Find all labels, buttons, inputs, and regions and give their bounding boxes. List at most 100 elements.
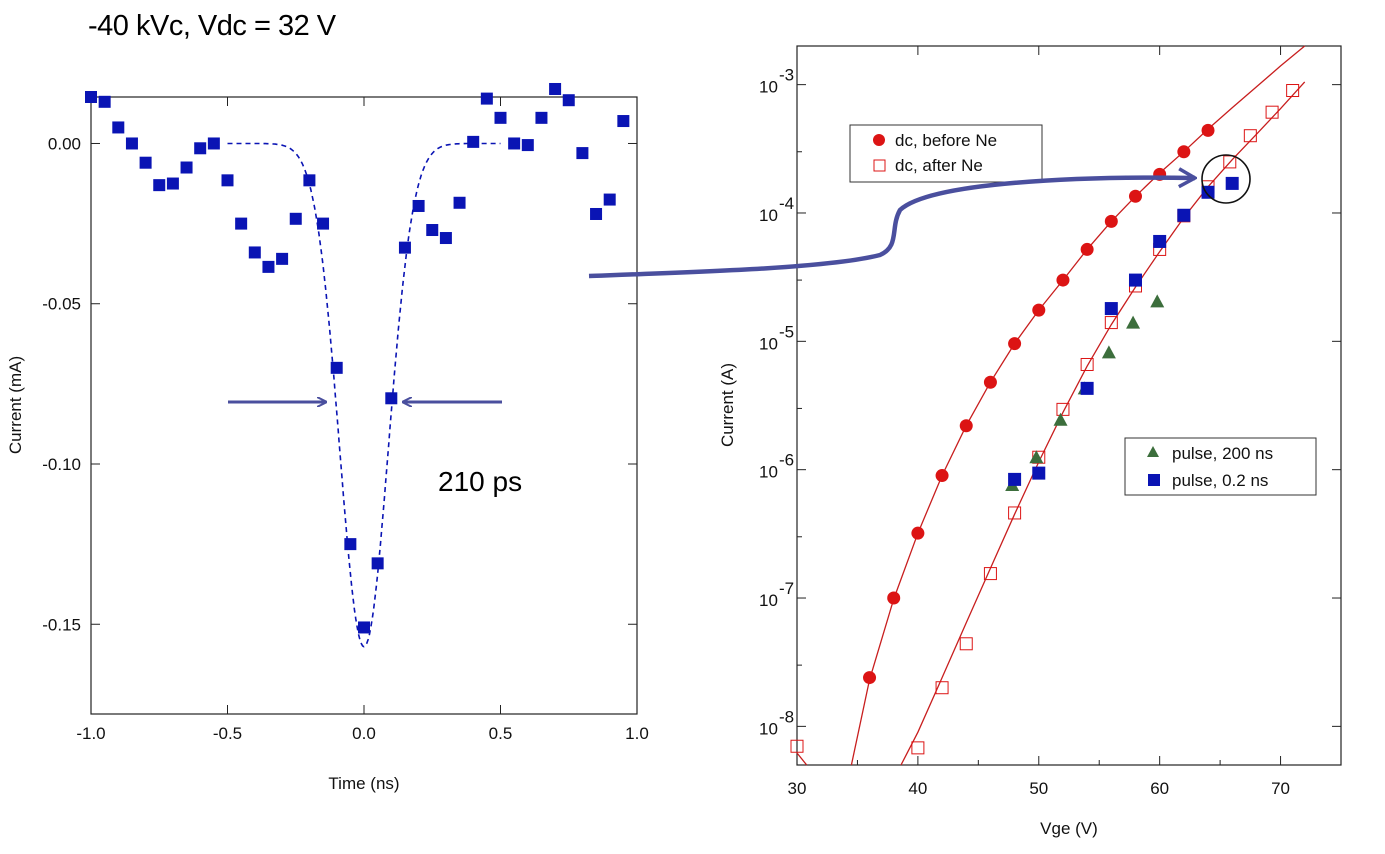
dc-before-point [1201,123,1215,137]
legend-pulse-200ns-marker [1147,446,1159,457]
legend-dc: dc, before Ne dc, after Ne [849,124,1043,183]
fit-curve [796,752,808,766]
highlight-circle [1201,154,1251,204]
dc-after-point [911,741,925,755]
left-x-axis-label: Time (ns) [328,774,399,793]
left-y-tick-label: -0.10 [42,455,81,474]
left-data-point [562,94,575,107]
left-data-point [262,260,275,273]
left-data-point [494,111,507,124]
right-plot-frame [796,45,1342,766]
left-chart: -1.0 -0.5 0.0 0.5 1.0 0.00 -0.05 -0.10 -0.15 Tim… [6,82,649,793]
right-x-tick-label: 60 [1150,779,1169,798]
dc-before-point [911,526,925,540]
right-y-tick-label: 10 [759,334,778,353]
pulse-0p2ns-point [1032,466,1046,480]
left-data-point [412,199,425,212]
dc-before-point [1177,145,1191,159]
dc-before-point [1008,337,1022,351]
left-data-point [85,91,97,103]
pulse-0p2ns-point [1177,208,1191,222]
dc-after-point [983,567,997,581]
dc-before-point [959,419,973,433]
left-data-point [303,174,316,187]
right-y-tick-label: 10 [759,463,778,482]
dc-after-point [1286,84,1300,98]
left-data-point [385,392,398,405]
right-y-tick-label: 10 [759,591,778,610]
left-data-point [439,232,452,245]
dc-before-point [1032,303,1046,317]
right-x-axis-label: Vge (V) [1040,819,1098,838]
dc-before-point [935,469,949,483]
right-y-tick-exponent: -4 [779,194,794,213]
left-data-point [125,137,138,150]
left-y-tick-label: -0.05 [42,295,81,314]
left-data-point [535,111,548,124]
right-y-tick-exponent: -7 [779,579,794,598]
left-data-point [508,137,521,150]
dc-before-point [887,591,901,605]
legend-pulse-0p2ns-label: pulse, 0.2 ns [1172,471,1268,490]
fit-curve [850,45,1306,766]
pulse-200ns-point [1126,315,1141,329]
left-data-point [248,246,261,259]
dc-after-point [1080,357,1094,371]
dc-after-point [1008,506,1022,520]
dc-after-point [1104,316,1118,330]
left-x-tick-label: -1.0 [76,724,105,743]
connecting-arrow [588,178,1195,279]
right-x-tick-label: 30 [788,779,807,798]
gaussian-fit-curve [227,142,501,648]
dc-before-point [983,375,997,389]
left-data-point [98,95,111,108]
left-data-point [453,196,466,209]
left-data-point [549,82,562,95]
left-data-point [330,361,343,374]
left-data-point [521,139,534,152]
pulse-0p2ns-point [1104,302,1118,316]
left-data-point [139,156,152,169]
left-data-point [289,212,302,225]
left-plot-frame [90,96,638,715]
dc-after-point [935,681,949,695]
right-x-tick-label: 40 [908,779,927,798]
legend-dc-after-label: dc, after Ne [895,156,983,175]
legend-pulse: pulse, 200 ns pulse, 0.2 ns [1124,437,1317,496]
pulse-0p2ns-point [1153,234,1167,248]
right-y-tick-exponent: -6 [779,451,794,470]
legend-dc-before-marker [873,134,885,146]
fwhm-annotation: 210 ps [438,466,522,497]
left-data-point [467,135,480,148]
left-x-tick-label: -0.5 [213,724,242,743]
left-data-point [344,538,357,551]
dc-before-point [1080,242,1094,256]
pulse-200ns-point [1029,450,1044,464]
left-x-tick-label: 1.0 [625,724,649,743]
left-data-point [480,92,493,105]
pulse-0p2ns-point [1225,176,1239,190]
left-data-point [590,207,603,220]
dc-after-point [1265,105,1279,119]
left-data-point [398,241,411,254]
right-y-tick-exponent: -3 [779,66,794,85]
left-data-point [166,177,179,190]
pulse-200ns-point [1150,294,1165,308]
left-data-point [221,174,234,187]
pulse-0p2ns-point [1080,381,1094,395]
dc-before-point [1128,189,1142,203]
right-y-axis-label: Current (A) [718,363,737,447]
left-data-point [317,217,330,230]
left-y-tick-label: -0.15 [42,615,81,634]
page-title: -40 kVc, Vdc = 32 V [88,10,336,42]
pulse-0p2ns-point [1128,273,1142,287]
legend-dc-after-marker [873,159,886,172]
right-x-tick-label: 70 [1271,779,1290,798]
left-data-point [358,621,370,634]
left-data-point [276,252,289,265]
left-data-point [235,217,248,230]
left-x-tick-label: 0.5 [489,724,513,743]
right-y-tick-label: 10 [759,206,778,225]
legend-dc-before-label: dc, before Ne [895,131,997,150]
